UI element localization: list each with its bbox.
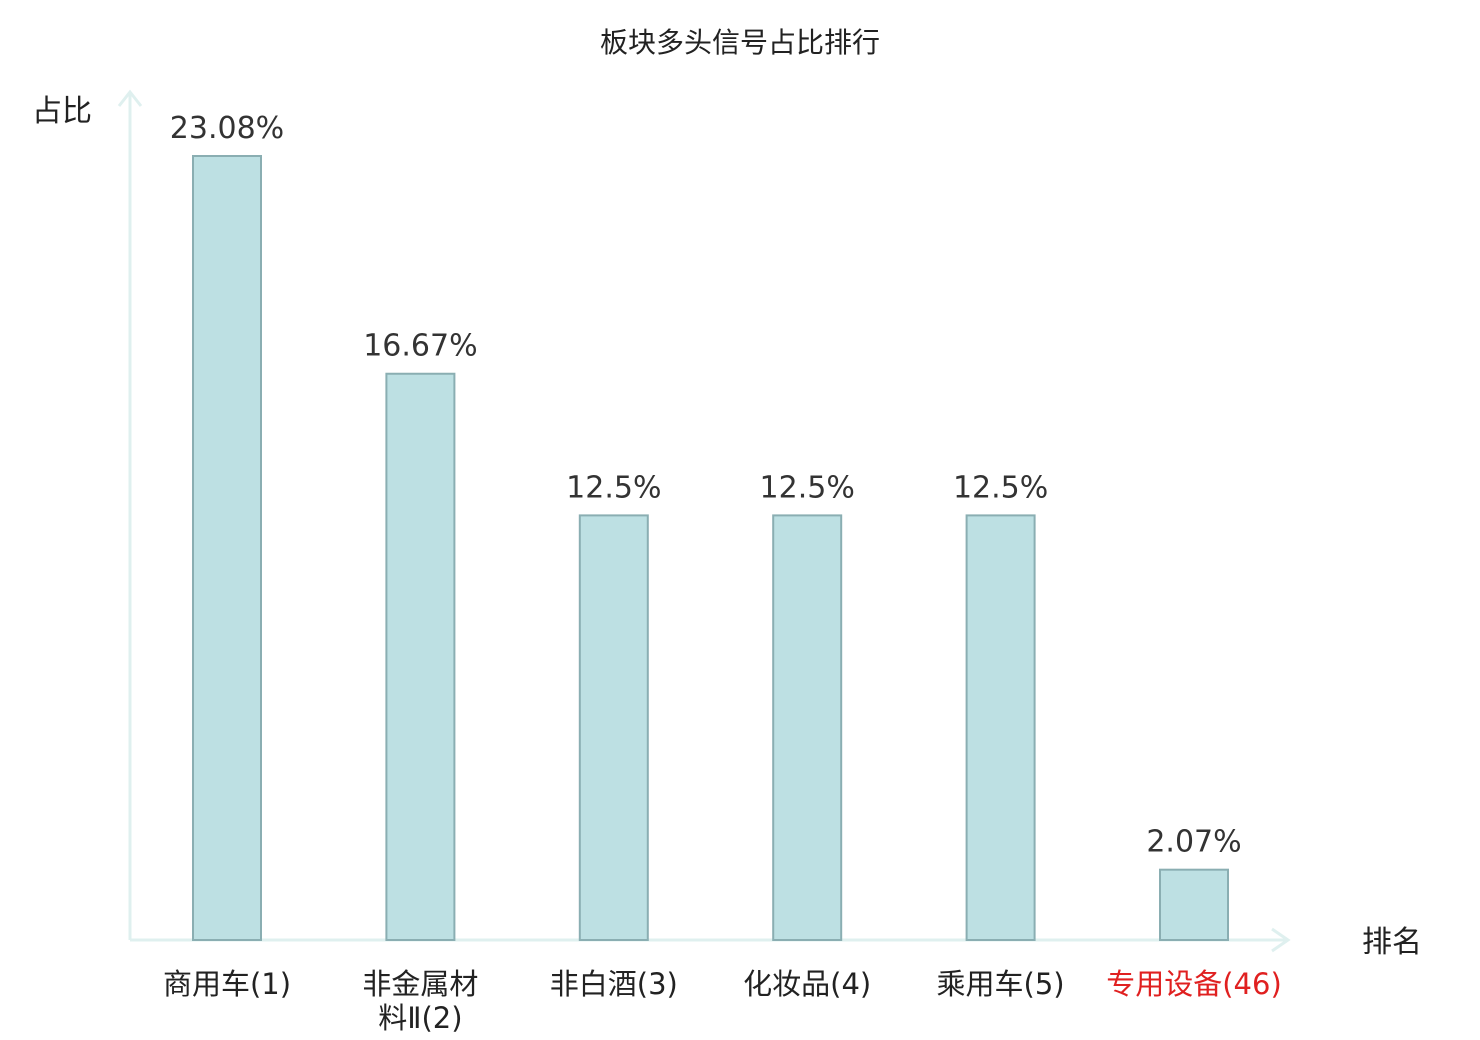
y-axis-arrow <box>117 89 143 107</box>
bar-1 <box>192 155 262 941</box>
y-axis-label: 占比 <box>32 94 92 129</box>
bar-3 <box>578 514 649 941</box>
bar-value-label-3: 12.5% <box>566 470 661 505</box>
category-label-3: 非白酒(3) <box>550 967 678 1001</box>
x-axis-label: 排名 <box>1362 925 1422 960</box>
category-label-5: 乘用车(5) <box>937 967 1065 1001</box>
bar-4 <box>772 514 843 941</box>
bar-value-label-5: 12.5% <box>953 470 1048 505</box>
bar-value-label-1: 23.08% <box>170 111 284 146</box>
x-axis-arrow <box>1271 927 1291 953</box>
bar-6 <box>1159 868 1229 941</box>
category-label-2-line-1: 非金属材 <box>362 967 478 1001</box>
category-label-4: 化妆品(4) <box>743 967 871 1001</box>
category-label-2-line-2: 料Ⅱ(2) <box>378 1001 462 1035</box>
bar-value-label-6: 2.07% <box>1146 825 1241 860</box>
chart-title: 板块多头信号占比排行 <box>600 26 880 59</box>
category-label-1: 商用车(1) <box>163 967 291 1001</box>
bar-2 <box>385 372 456 941</box>
value-labels-group: 23.08% 16.67% 12.5% 12.5% 12.5% 2.07% <box>170 111 1242 860</box>
bar-value-label-2: 16.67% <box>363 329 477 364</box>
category-label-6: 专用设备(46) <box>1106 967 1282 1001</box>
bars-group <box>192 155 1229 941</box>
bar-5 <box>965 514 1036 941</box>
bar-value-label-4: 12.5% <box>760 470 855 505</box>
